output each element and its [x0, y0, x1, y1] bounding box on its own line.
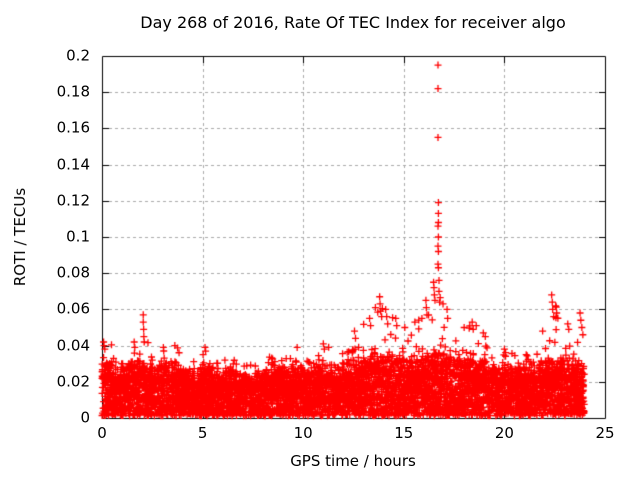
x-tick-label: 25 — [595, 424, 615, 442]
y-tick-label: 0 — [80, 408, 90, 427]
x-axis-label: GPS time / hours — [290, 452, 416, 470]
x-tick-label: 15 — [394, 424, 414, 442]
y-tick-label: 0.2 — [66, 46, 90, 65]
y-tick-label: 0.08 — [56, 263, 90, 282]
y-tick-label: 0.14 — [56, 155, 90, 174]
x-tick-label: 10 — [293, 424, 313, 442]
y-tick-label: 0.04 — [56, 336, 90, 355]
y-tick-label: 0.18 — [56, 82, 90, 101]
y-tick-label: 0.16 — [56, 118, 90, 137]
x-tick-label: 5 — [197, 424, 208, 442]
y-tick-label: 0.02 — [56, 372, 90, 391]
x-tick-label: 0 — [97, 424, 107, 442]
y-tick-label: 0.06 — [56, 299, 90, 318]
x-tick-label: 20 — [494, 424, 514, 442]
chart-title: Day 268 of 2016, Rate Of TEC Index for r… — [140, 13, 566, 32]
y-tick-label: 0.12 — [56, 191, 90, 210]
y-axis-label: ROTI / TECUs — [11, 187, 29, 287]
y-tick-label: 0.1 — [66, 227, 90, 246]
